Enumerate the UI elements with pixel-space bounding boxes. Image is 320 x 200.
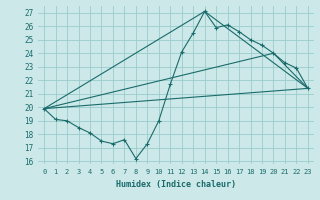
X-axis label: Humidex (Indice chaleur): Humidex (Indice chaleur) <box>116 180 236 189</box>
